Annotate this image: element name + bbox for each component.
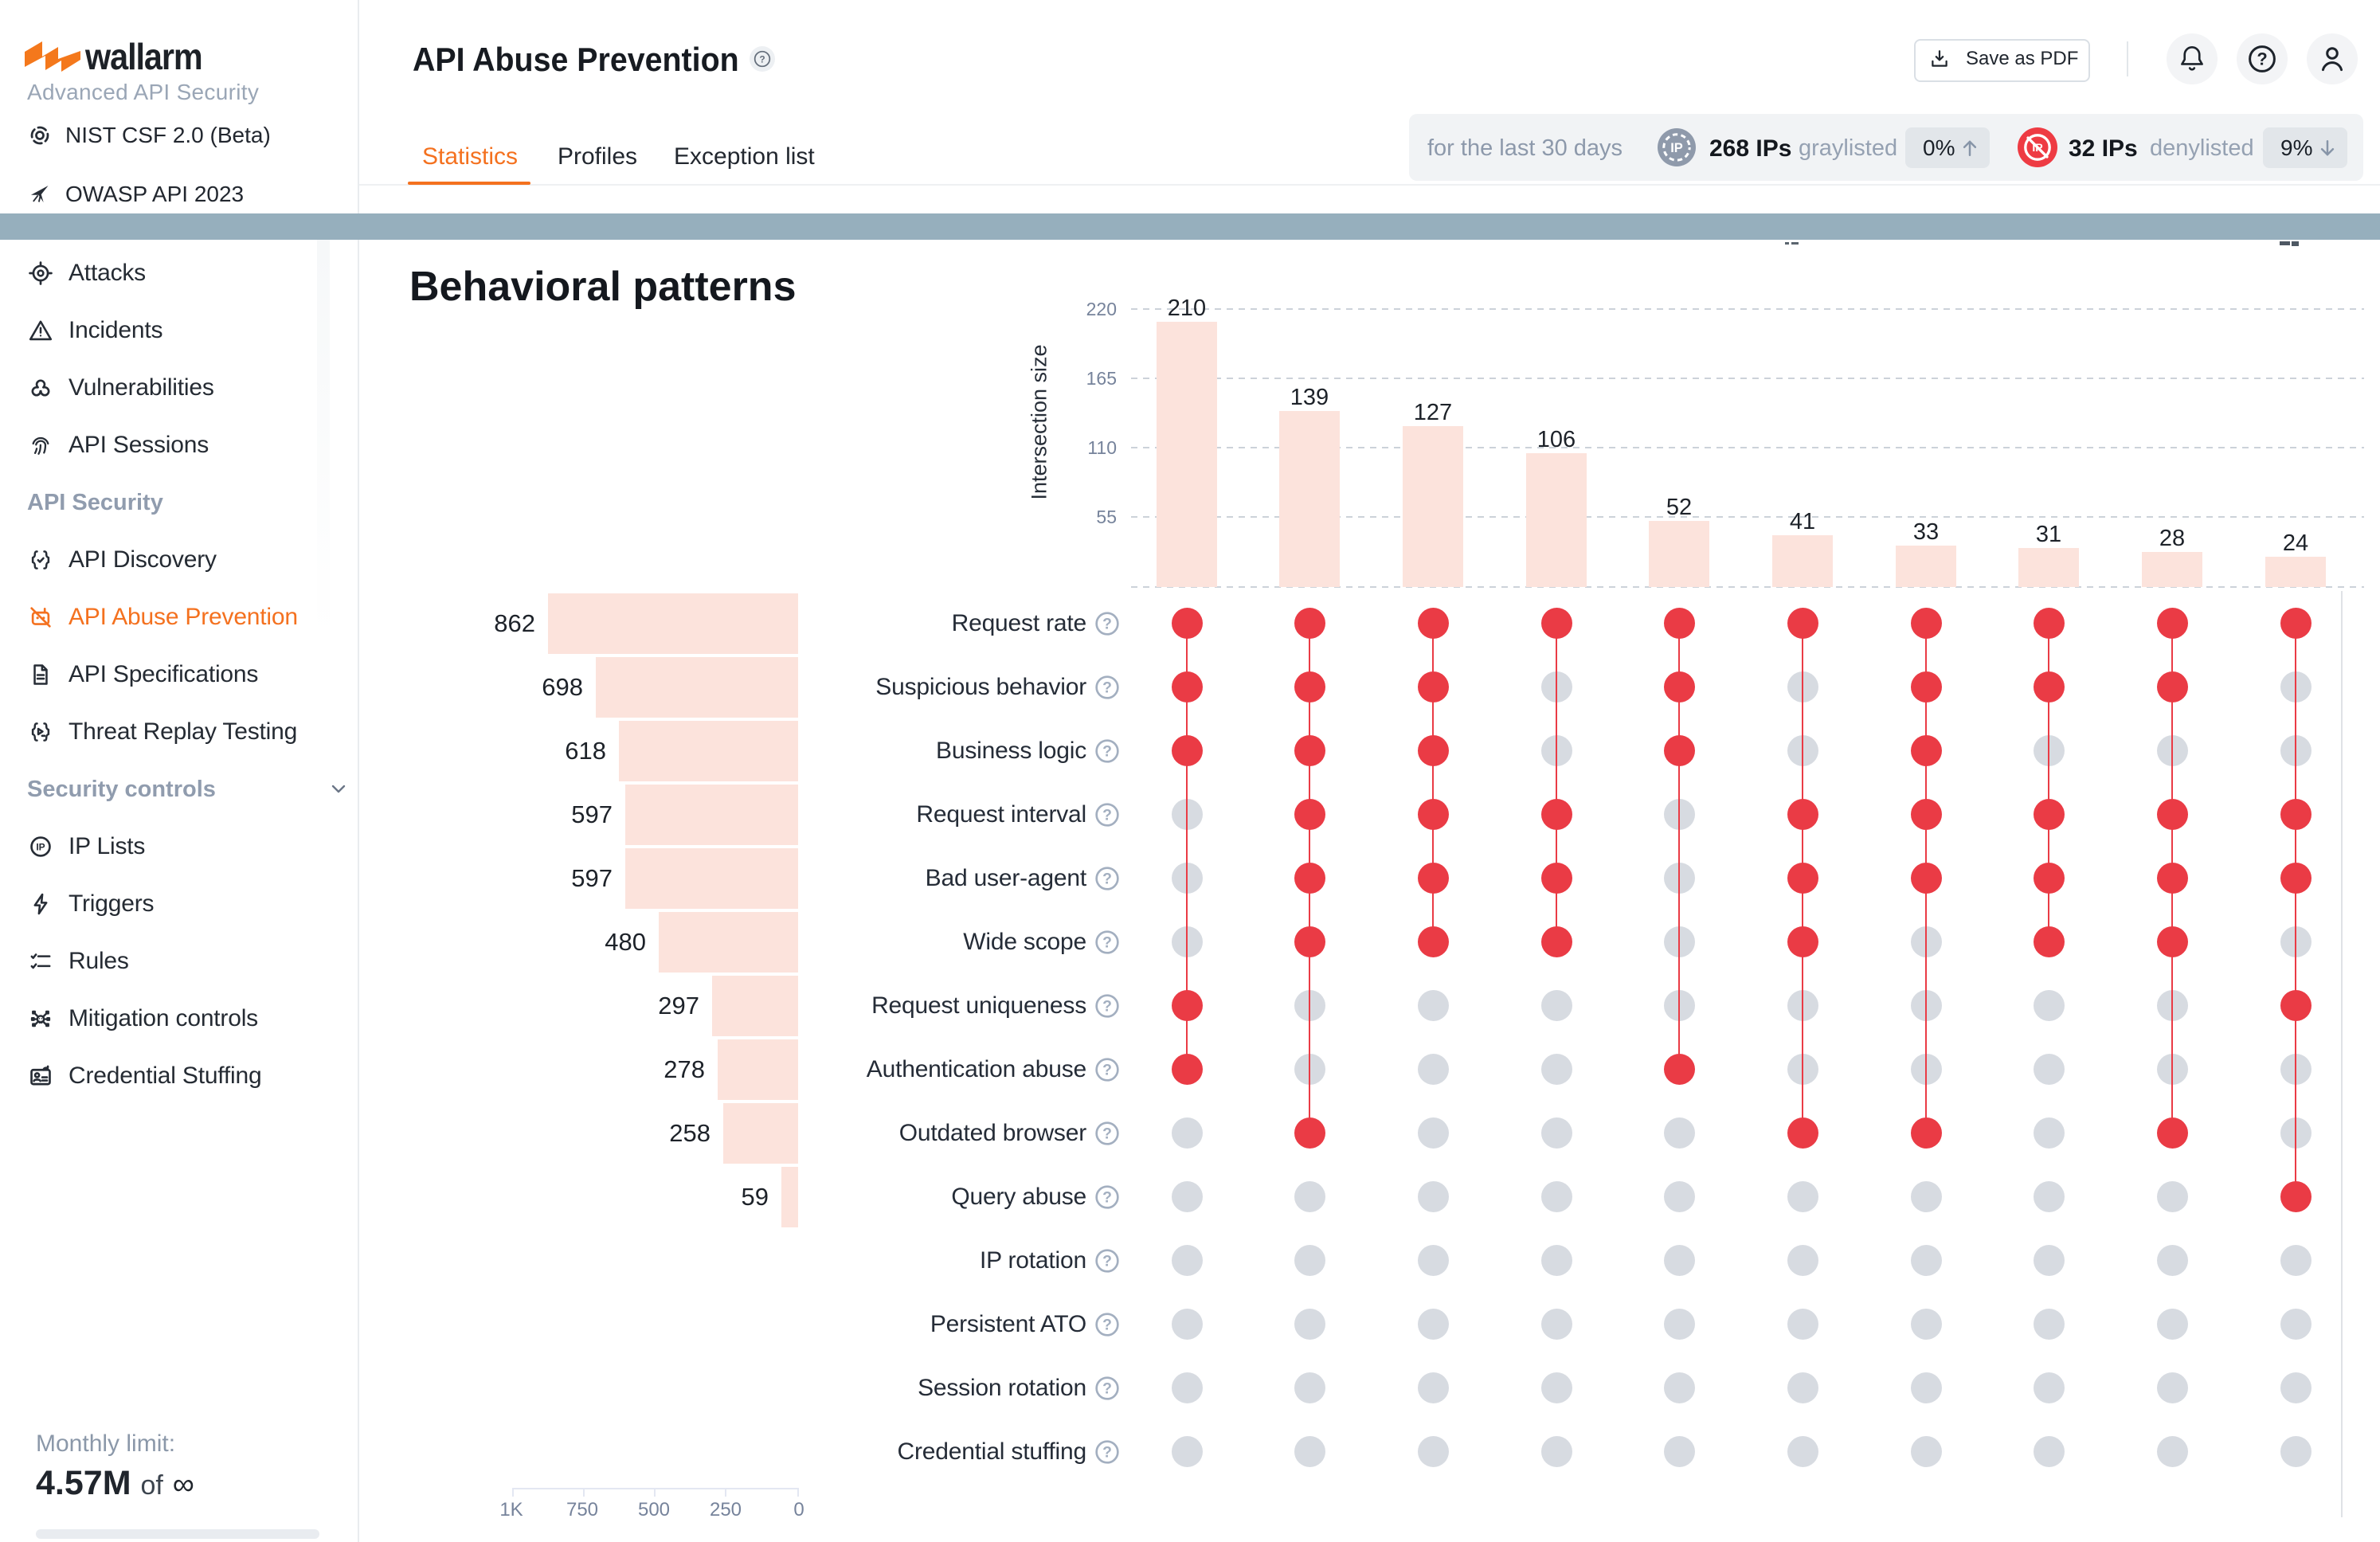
svg-text:IP: IP [36, 841, 45, 852]
svg-text:?: ? [2257, 49, 2267, 69]
svg-text:?: ? [1102, 1126, 1112, 1143]
svg-text:IP: IP [1670, 141, 1683, 155]
svg-text:?: ? [1102, 935, 1112, 952]
svg-text:?: ? [759, 53, 765, 65]
svg-text:?: ? [1102, 1190, 1112, 1207]
svg-text:?: ? [1102, 871, 1112, 888]
svg-text:?: ? [1102, 1381, 1112, 1398]
svg-text:?: ? [1102, 680, 1112, 697]
svg-text:?: ? [1102, 616, 1112, 633]
svg-text:?: ? [1102, 1063, 1112, 1079]
svg-text:?: ? [1102, 999, 1112, 1016]
svg-text:?: ? [1102, 1445, 1112, 1462]
svg-text:?: ? [1102, 1317, 1112, 1334]
svg-text:?: ? [1102, 1254, 1112, 1270]
svg-text:?: ? [1102, 744, 1112, 761]
svg-text:?: ? [1102, 808, 1112, 824]
